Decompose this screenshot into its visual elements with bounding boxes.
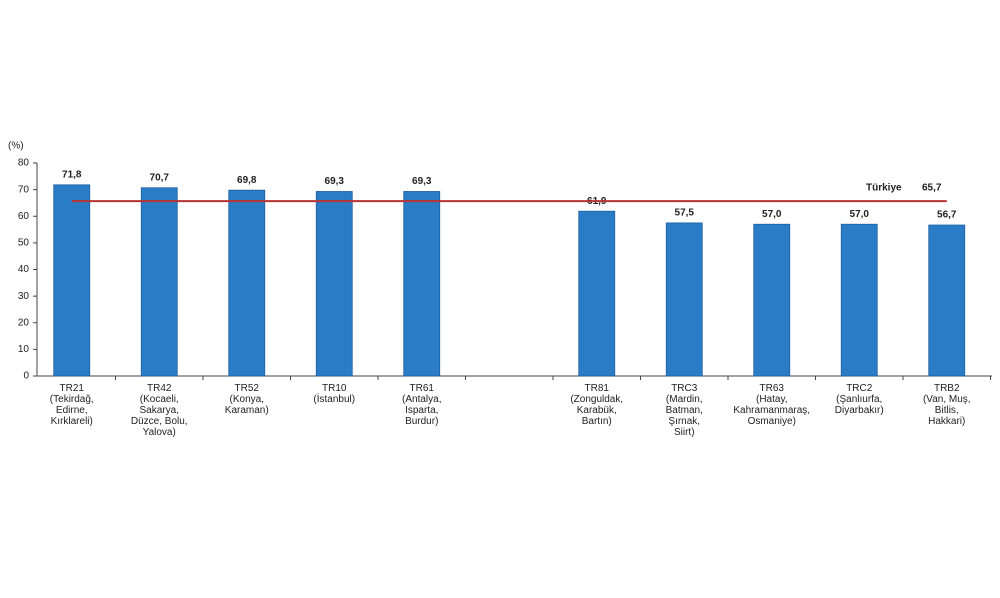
reference-label: Türkiye (866, 183, 902, 194)
y-axis-label: (%) (8, 141, 24, 152)
bar (753, 223, 791, 377)
y-tick-label: 70 (18, 184, 30, 195)
x-tick-label: TRC2 (Şanlıurfa, Diyarbakır) (835, 383, 884, 416)
value-label: 57,0 (762, 209, 782, 220)
value-label: 57,5 (675, 208, 695, 219)
bar (315, 191, 353, 377)
y-tick-label: 10 (18, 344, 30, 355)
x-tick-label: TRC3 (Mardin, Batman, Şırnak, Siirt) (666, 383, 703, 438)
x-tick-label: TR21 (Tekirdağ, Edirne, Kırklareli) (50, 383, 94, 427)
x-tick-label: TR52 (Konya, Karaman) (225, 383, 269, 416)
y-tick-label: 60 (18, 211, 30, 222)
value-label: 69,3 (412, 176, 432, 187)
x-tick-label: TR61 (Antalya, Isparta, Burdur) (402, 383, 441, 427)
y-tick-label: 40 (18, 264, 30, 275)
y-tick-label: 50 (18, 238, 30, 249)
x-tick-label: TR42 (Kocaeli, Sakarya, Düzce, Bolu, Yalova) (131, 383, 188, 438)
value-label: 71,8 (62, 169, 82, 180)
x-tick-label: TR10 (İstanbul) (313, 383, 355, 405)
y-tick-label: 20 (18, 317, 30, 328)
bar (140, 187, 178, 377)
value-label: 57,0 (850, 209, 870, 220)
bar (228, 189, 266, 377)
value-label: 69,8 (237, 175, 257, 186)
bar (840, 223, 878, 377)
y-tick-label: 30 (18, 291, 30, 302)
reference-value-label: 65,7 (922, 183, 942, 194)
bar (403, 191, 441, 377)
y-tick-label: 80 (18, 158, 30, 169)
bar (665, 222, 703, 377)
bar (53, 184, 91, 377)
value-label: 69,3 (325, 176, 345, 187)
value-label: 56,7 (937, 210, 957, 221)
x-tick-label: TR63 (Hatay, Kahramanmaraş, Osmaniye) (733, 383, 810, 427)
x-tick-label: TRB2 (Van, Muş, Bitlis, Hakkari) (923, 383, 971, 427)
value-label: 70,7 (150, 172, 170, 183)
y-tick-label: 0 (23, 371, 29, 382)
bar (928, 224, 966, 377)
x-tick-label: TR81 (Zonguldak, Karabük, Bartın) (570, 383, 623, 427)
bar (578, 210, 616, 377)
